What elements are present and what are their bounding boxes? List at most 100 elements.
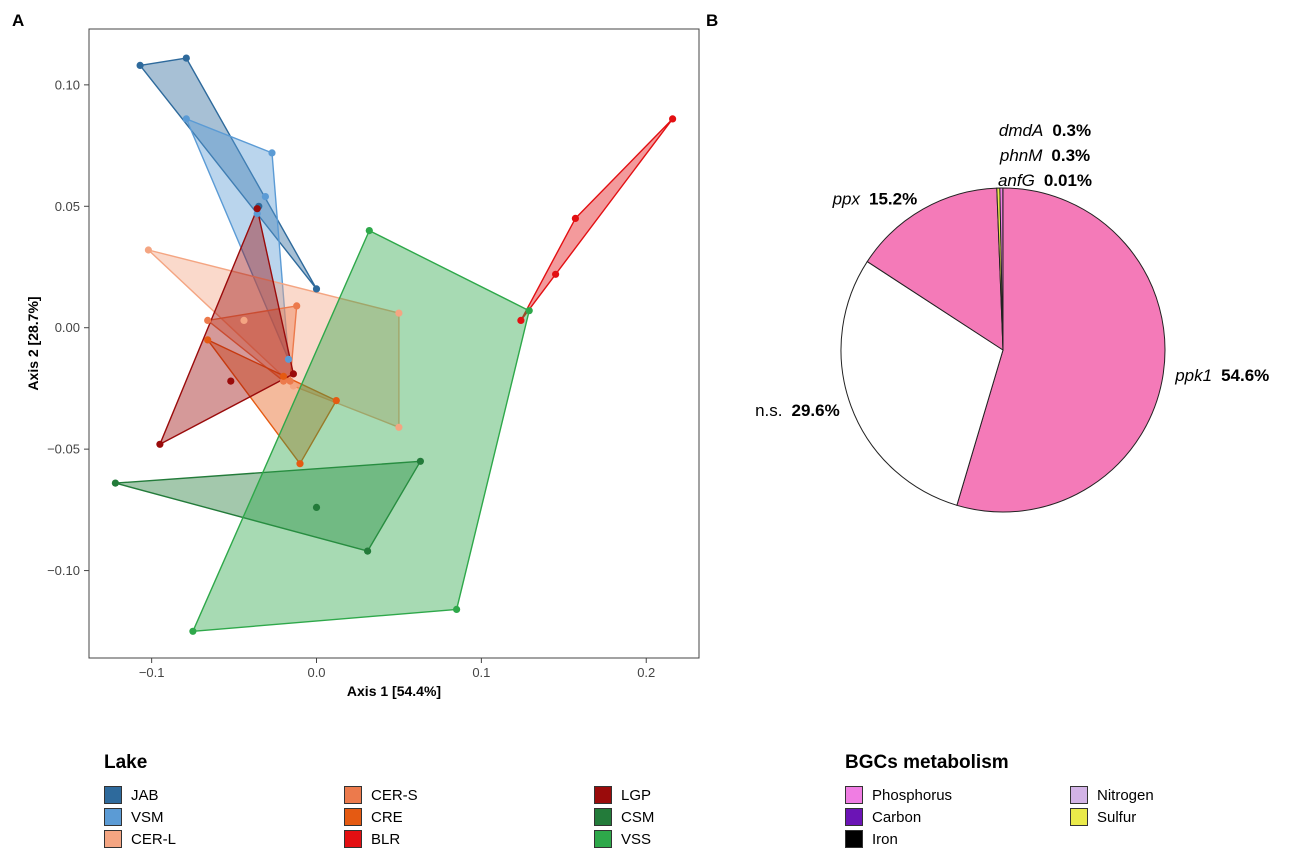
group-hulls <box>114 57 674 632</box>
legend-swatch <box>1070 786 1088 804</box>
x-tick-label: −0.1 <box>139 665 165 680</box>
pie-slices <box>840 187 1166 513</box>
bgc-legend-items: Phosphorus Carbon Iron Nitrogen Sulfur <box>845 784 1190 850</box>
y-tick-label: 0.10 <box>55 77 80 92</box>
x-axis-ticks: −0.1 0.0 0.1 0.2 <box>139 658 655 680</box>
legend-swatch <box>104 786 122 804</box>
hull-lgp <box>159 207 295 445</box>
point-jab <box>136 61 144 69</box>
hull-csm <box>114 460 422 552</box>
x-tick-label: 0.2 <box>637 665 655 680</box>
point-blr <box>669 115 677 123</box>
legend-item-cer-s: CER-S <box>344 784 594 806</box>
legend-item-csm: CSM <box>594 806 714 828</box>
legend-label: CER-L <box>131 830 177 848</box>
pie-label-ppx: ppx 15.2% <box>832 190 918 209</box>
legend-label: Iron <box>872 830 898 848</box>
point-cre <box>204 336 212 344</box>
point-cre <box>296 460 304 468</box>
point-vss <box>189 627 197 635</box>
point-cre <box>279 372 288 380</box>
point-lgp <box>289 370 297 378</box>
legend-label: CRE <box>371 808 403 826</box>
point-cer-s <box>204 316 212 324</box>
legend-label: Carbon <box>872 808 922 826</box>
point-vsm <box>268 149 276 157</box>
legend-swatch <box>594 786 612 804</box>
point-lgp <box>227 377 235 385</box>
legend-item-iron: Iron <box>845 828 1070 850</box>
legend-item-vss: VSS <box>594 828 714 850</box>
y-tick-label: 0.00 <box>55 320 80 335</box>
legend-swatch <box>344 830 362 848</box>
point-blr <box>571 214 580 222</box>
panel-label-b: B <box>706 11 718 30</box>
legend-item-phosphorus: Phosphorus <box>845 784 1070 806</box>
pie-label-ppk1: ppk1 54.6% <box>1174 366 1269 385</box>
pie-slice-ns <box>840 260 1004 506</box>
legend-swatch <box>845 786 863 804</box>
legend-swatch <box>594 808 612 826</box>
point-jab <box>182 54 190 62</box>
point-jab <box>312 285 321 293</box>
point-csm <box>416 457 424 465</box>
legend-item-cre: CRE <box>344 806 594 828</box>
point-blr <box>517 316 525 324</box>
legend-swatch <box>344 808 362 826</box>
legend-item-carbon: Carbon <box>845 806 1070 828</box>
legend-label: LGP <box>621 786 652 804</box>
point-lgp <box>156 440 164 448</box>
legend-swatch <box>104 808 122 826</box>
point-vss <box>525 307 533 315</box>
legend-label: VSM <box>131 808 164 826</box>
point-csm <box>364 547 372 555</box>
pie-label-phnm: phnM 0.3% <box>999 146 1090 165</box>
legend-label: CER-S <box>371 786 418 804</box>
y-axis-ticks: −0.10 −0.05 0.00 0.05 0.10 <box>47 77 89 578</box>
legend-swatch <box>594 830 612 848</box>
y-tick-label: 0.05 <box>55 199 80 214</box>
legend-label: Phosphorus <box>872 786 953 804</box>
y-tick-label: −0.05 <box>47 442 80 457</box>
point-vsm <box>261 193 269 201</box>
x-tick-label: 0.1 <box>472 665 490 680</box>
legend-item-vsm: VSM <box>104 806 344 828</box>
pie-slice-ppk1 <box>956 187 1166 513</box>
point-cer-l <box>240 316 248 324</box>
legend-label: CSM <box>621 808 655 826</box>
pie-label-anfg: anfG 0.01% <box>998 171 1092 190</box>
point-cer-s <box>286 377 294 385</box>
legend-item-nitrogen: Nitrogen <box>1070 784 1190 806</box>
plot-frame <box>88 28 700 659</box>
legend-swatch <box>845 830 863 848</box>
point-csm <box>312 503 321 511</box>
ordination-plot: −0.1 0.0 0.1 0.2 −0.10 −0.05 0.00 0.05 0.10 Axi… <box>25 28 700 699</box>
lake-legend: Lake JAB VSM CER-L CER-S CRE BLR LGP CSM VSS <box>104 752 714 850</box>
legend-item-lgp: LGP <box>594 784 714 806</box>
point-vsm <box>182 115 190 123</box>
bgc-legend-title: BGCs metabolism <box>845 752 1009 773</box>
point-cer-l <box>144 246 152 254</box>
pie-slice-ppx <box>866 187 1004 351</box>
panel-label-a: A <box>12 11 24 30</box>
y-tick-label: −0.10 <box>47 563 80 578</box>
legend-swatch <box>344 786 362 804</box>
hull-vsm <box>185 118 290 360</box>
point-lgp <box>253 205 261 213</box>
legend-label: JAB <box>131 786 159 804</box>
y-axis-label: Axis 2 [28.7%] <box>25 296 41 390</box>
pie-label-ns: n.s. 29.6% <box>755 401 840 420</box>
hull-cre <box>206 339 337 465</box>
legend-label: VSS <box>621 830 652 848</box>
hull-jab <box>139 57 318 290</box>
point-cer-s <box>293 302 301 310</box>
x-axis-label: Axis 1 [54.4%] <box>347 683 441 699</box>
legend-item-sulfur: Sulfur <box>1070 806 1190 828</box>
legend-swatch <box>845 808 863 826</box>
legend-item-jab: JAB <box>104 784 344 806</box>
point-vss <box>453 605 461 614</box>
legend-item-cer-l: CER-L <box>104 828 344 850</box>
sample-points <box>111 54 677 635</box>
pie-label-dmda: dmdA 0.3% <box>999 121 1091 140</box>
